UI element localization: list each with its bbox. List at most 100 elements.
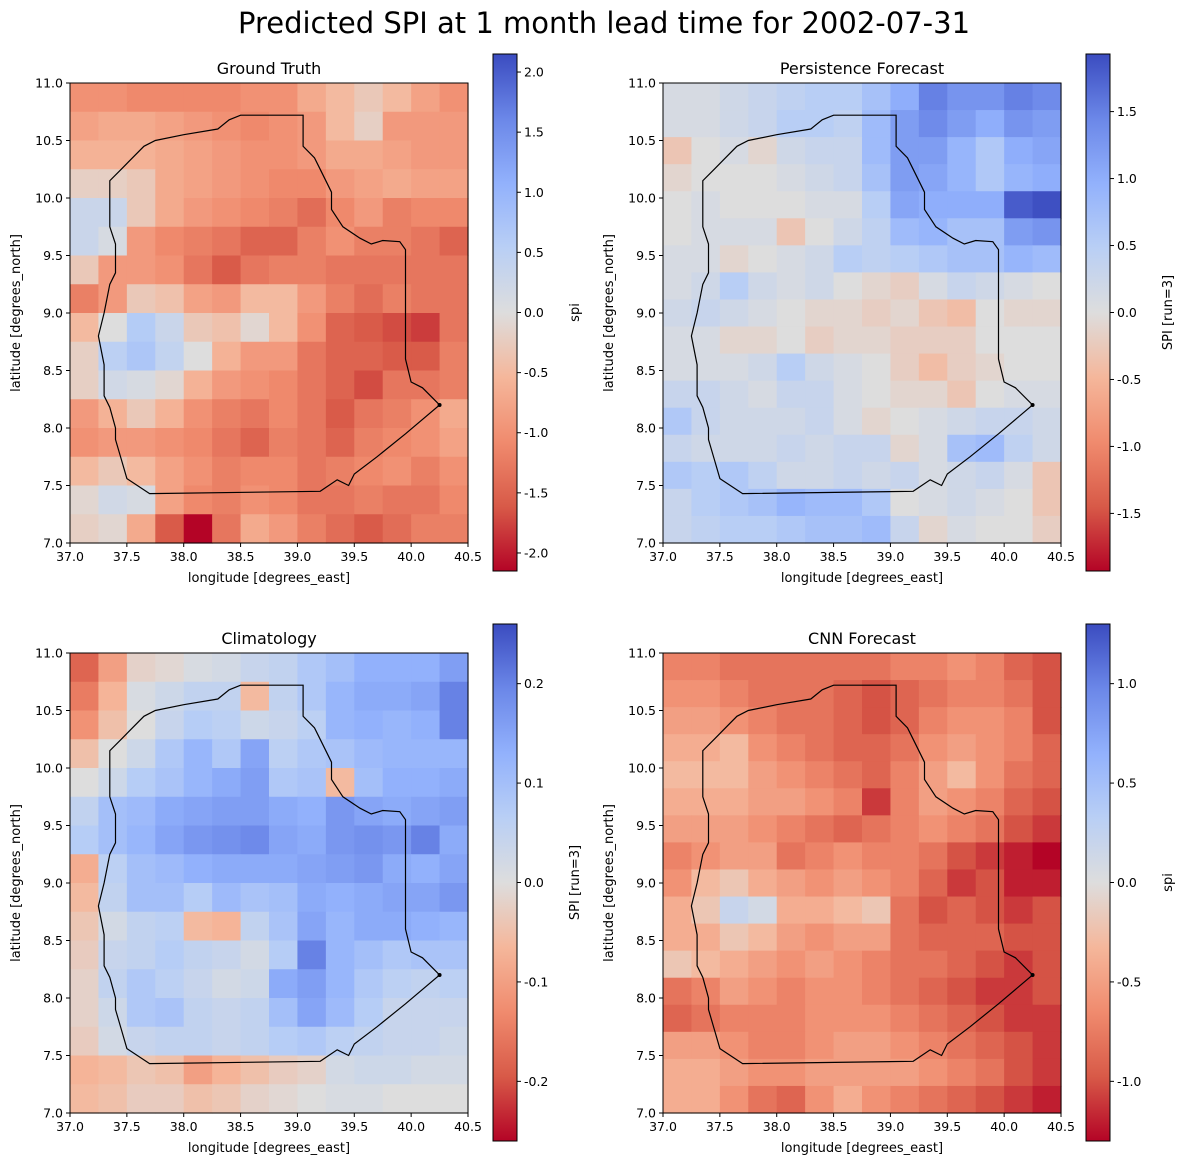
heatmap-cell bbox=[918, 137, 948, 165]
heatmap-cell bbox=[719, 461, 749, 490]
heatmap-cell bbox=[70, 370, 100, 400]
heatmap-cell bbox=[975, 734, 1005, 762]
heatmap-cell bbox=[748, 923, 778, 952]
heatmap-cell bbox=[947, 707, 977, 735]
heatmap-cell bbox=[748, 977, 778, 1006]
heatmap-cell bbox=[126, 710, 156, 740]
heatmap-cell bbox=[70, 653, 100, 683]
heatmap-cell bbox=[862, 434, 892, 463]
heatmap-cell bbox=[411, 485, 441, 515]
heatmap-cell bbox=[439, 911, 469, 942]
heatmap-cell bbox=[183, 998, 213, 1028]
heatmap-cell bbox=[1004, 299, 1034, 328]
colorbar-tick-label: -0.5 bbox=[1117, 974, 1141, 989]
heatmap-cell bbox=[833, 461, 863, 490]
heatmap-cell bbox=[439, 825, 469, 855]
heatmap-cell bbox=[439, 710, 469, 740]
heatmap-cell bbox=[918, 653, 948, 681]
region-outline bbox=[97, 684, 441, 1065]
heatmap-cell bbox=[805, 515, 835, 544]
heatmap-cell bbox=[155, 854, 185, 884]
heatmap-cell bbox=[862, 380, 892, 409]
heatmap-cell bbox=[748, 164, 778, 192]
heatmap-cell bbox=[975, 515, 1005, 544]
heatmap-cell bbox=[1004, 788, 1034, 816]
heatmap-cell bbox=[890, 869, 920, 898]
heatmap-cell bbox=[240, 940, 270, 970]
heatmap-cell bbox=[183, 83, 213, 113]
heatmap-cell bbox=[240, 653, 270, 683]
x-tick-label: 38.5 bbox=[820, 1119, 848, 1134]
heatmap-cell bbox=[297, 284, 327, 314]
y-tick-label: 8.5 bbox=[636, 363, 656, 378]
heatmap-cell bbox=[269, 768, 299, 798]
heatmap-cell bbox=[183, 226, 213, 257]
heatmap-cell bbox=[805, 977, 835, 1006]
heatmap-cell bbox=[890, 1085, 920, 1114]
heatmap-cell bbox=[240, 485, 270, 515]
heatmap-cell bbox=[439, 739, 469, 769]
heatmap-cell bbox=[183, 514, 213, 544]
heatmap-cell bbox=[269, 710, 299, 740]
heatmap-cell bbox=[805, 1058, 835, 1087]
heatmap-cell bbox=[719, 1085, 749, 1114]
heatmap-cell bbox=[748, 218, 778, 246]
heatmap-cell bbox=[663, 923, 693, 952]
heatmap-cell bbox=[833, 164, 863, 192]
heatmap-cell bbox=[70, 1026, 100, 1057]
heatmap-cell bbox=[297, 313, 327, 343]
heatmap-cell bbox=[1032, 461, 1062, 490]
heatmap-cell bbox=[240, 1055, 270, 1085]
heatmap-cell bbox=[1004, 1031, 1034, 1060]
colorbar-tick-label: -2.0 bbox=[524, 545, 548, 560]
heatmap-cell bbox=[354, 1055, 384, 1085]
x-tick-label: 39.5 bbox=[340, 549, 368, 564]
heatmap-cell bbox=[382, 739, 412, 769]
heatmap-cells bbox=[663, 653, 1062, 1114]
heatmap-cell bbox=[325, 653, 355, 683]
heatmap-cell bbox=[890, 353, 920, 382]
heatmap-cell bbox=[748, 896, 778, 925]
heatmap-cell bbox=[297, 825, 327, 855]
heatmap-cell bbox=[719, 164, 749, 192]
heatmap-cell bbox=[155, 341, 185, 372]
heatmap-cell bbox=[975, 488, 1005, 517]
heatmap-cell bbox=[126, 768, 156, 798]
colorbar: -2.0 -1.5 -1.0 -0.5 0.0 0.5 1.0 1.5 2.0 spi bbox=[492, 53, 583, 572]
heatmap-cell bbox=[947, 110, 977, 138]
heatmap-cell bbox=[297, 739, 327, 769]
outline-vertex-marker bbox=[437, 403, 442, 407]
y-tick-label: 10.0 bbox=[35, 191, 63, 206]
x-tick-label: 37.5 bbox=[706, 549, 734, 564]
heatmap-cell bbox=[918, 434, 948, 463]
heatmap-cell bbox=[325, 111, 355, 142]
colorbar: -1.5 -1.0 -0.5 0.0 0.5 1.0 1.5 SPI [run=3] bbox=[1085, 53, 1176, 572]
colorbar-tick-label: 1.0 bbox=[1117, 676, 1137, 691]
x-axis-label: longitude [degrees_east] bbox=[188, 571, 350, 586]
y-tick-label: 8.5 bbox=[43, 363, 63, 378]
heatmap-cell bbox=[240, 514, 270, 544]
heatmap-cell bbox=[354, 111, 384, 142]
heatmap-cell bbox=[240, 341, 270, 372]
heatmap-cell bbox=[126, 399, 156, 429]
heatmap-cell bbox=[691, 83, 721, 111]
outline-vertex-marker bbox=[1030, 403, 1035, 407]
heatmap-cell bbox=[212, 370, 242, 400]
heatmap-cell bbox=[862, 1058, 892, 1087]
heatmap-cell bbox=[297, 226, 327, 257]
heatmap-cell bbox=[155, 313, 185, 343]
heatmap-cell bbox=[805, 380, 835, 409]
heatmap-cell bbox=[691, 245, 721, 274]
heatmap-cell bbox=[240, 83, 270, 113]
heatmap-cell bbox=[126, 255, 156, 285]
y-tick-label: 7.0 bbox=[636, 536, 656, 551]
heatmap-cell bbox=[776, 788, 806, 816]
heatmap-cell bbox=[126, 83, 156, 113]
colorbar-gradient bbox=[492, 623, 518, 1142]
heatmap-cell bbox=[805, 761, 835, 789]
heatmap-cell bbox=[691, 488, 721, 517]
x-tick-label: 40.5 bbox=[454, 549, 482, 564]
heatmap-cell bbox=[776, 353, 806, 382]
y-tick-label: 10.5 bbox=[35, 133, 63, 148]
y-tick-label: 7.5 bbox=[636, 1048, 656, 1063]
